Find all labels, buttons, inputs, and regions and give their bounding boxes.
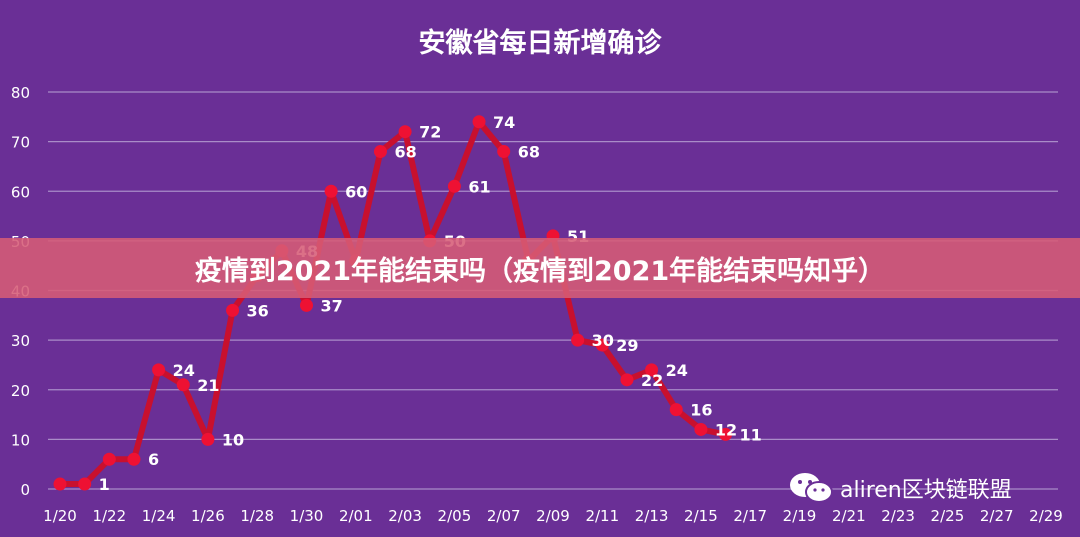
data-point [300,298,313,312]
data-label: 30 [592,331,614,350]
watermark: aliren区块链联盟 [788,470,1012,506]
data-label: 11 [740,425,762,444]
data-label: 12 [715,420,737,439]
x-tick-label: 2/23 [881,507,915,525]
x-tick-label: 2/13 [635,507,669,525]
x-tick-label: 2/03 [388,507,422,525]
x-tick-label: 1/30 [290,507,324,525]
data-point [78,477,92,491]
data-point [719,427,733,441]
data-point [620,373,634,387]
data-label: 1 [99,475,110,494]
x-tick-label: 2/17 [733,507,767,525]
data-point [571,333,585,347]
data-label: 74 [493,113,515,132]
data-label: 36 [247,301,269,320]
data-point [497,145,511,159]
x-tick-label: 2/05 [438,507,472,525]
series-line [57,118,729,488]
data-label: 68 [518,143,540,162]
x-tick-label: 2/01 [339,507,373,525]
x-tick-label: 2/19 [783,507,817,525]
data-label: 22 [641,371,663,390]
y-tick-label: 70 [11,134,30,152]
data-label: 21 [197,376,219,395]
x-tick-label: 2/21 [832,507,866,525]
title-banner: 疫情到2021年能结束吗（疫情到2021年能结束吗知乎） [0,238,1080,298]
data-point [127,452,141,466]
data-point [595,338,609,352]
data-label: 68 [394,143,416,162]
data-point [447,179,461,193]
data-point [324,184,338,198]
x-tick-label: 2/09 [536,507,570,525]
y-tick-label: 30 [11,332,30,350]
x-axis-ticks: 1/20 1/22 1/24 1/26 1/28 1/30 2/01 2/03 2/05 2/07… [43,507,1063,525]
y-tick-label: 80 [11,84,30,102]
x-tick-label: 2/07 [487,507,521,525]
data-point [398,125,412,139]
data-label: 60 [345,182,367,201]
data-point [53,477,67,491]
data-label: 24 [173,361,195,380]
y-tick-label: 20 [11,382,30,400]
banner-title: 疫情到2021年能结束吗（疫情到2021年能结束吗知乎） [194,255,886,287]
x-tick-label: 2/25 [931,507,965,525]
data-point [152,363,166,377]
data-point [669,403,683,417]
data-label: 6 [148,450,159,469]
y-tick-label: 10 [11,431,30,449]
x-tick-label: 2/27 [980,507,1014,525]
watermark-text: aliren区块链联盟 [840,478,1012,503]
x-tick-label: 1/26 [191,507,225,525]
data-point [102,452,116,466]
data-point [645,363,659,377]
data-label: 72 [419,123,441,142]
data-label: 29 [616,336,638,355]
data-label: 24 [666,361,688,380]
series-path [57,118,729,488]
data-label: 37 [321,296,343,315]
y-tick-label: 0 [20,481,30,499]
x-tick-label: 1/22 [92,507,126,525]
series-markers [53,115,733,491]
data-labels: 1624211036483760687250617468513029222416… [99,113,762,494]
data-point [472,115,486,129]
data-point [694,422,708,436]
x-tick-label: 1/28 [240,507,274,525]
data-label: 16 [690,401,712,420]
x-tick-label: 2/11 [585,507,619,525]
x-tick-label: 1/24 [142,507,176,525]
x-tick-label: 2/15 [684,507,718,525]
wechat-icon [790,473,833,503]
x-tick-label: 2/29 [1029,507,1063,525]
data-point [176,378,190,392]
data-point [226,303,240,317]
data-label: 61 [468,177,490,196]
x-tick-label: 1/20 [43,507,77,525]
data-point [373,145,387,159]
chart-title: 安徽省每日新增确诊 [419,27,663,59]
data-label: 10 [222,430,244,449]
data-point [201,432,215,446]
y-tick-label: 60 [11,183,30,201]
